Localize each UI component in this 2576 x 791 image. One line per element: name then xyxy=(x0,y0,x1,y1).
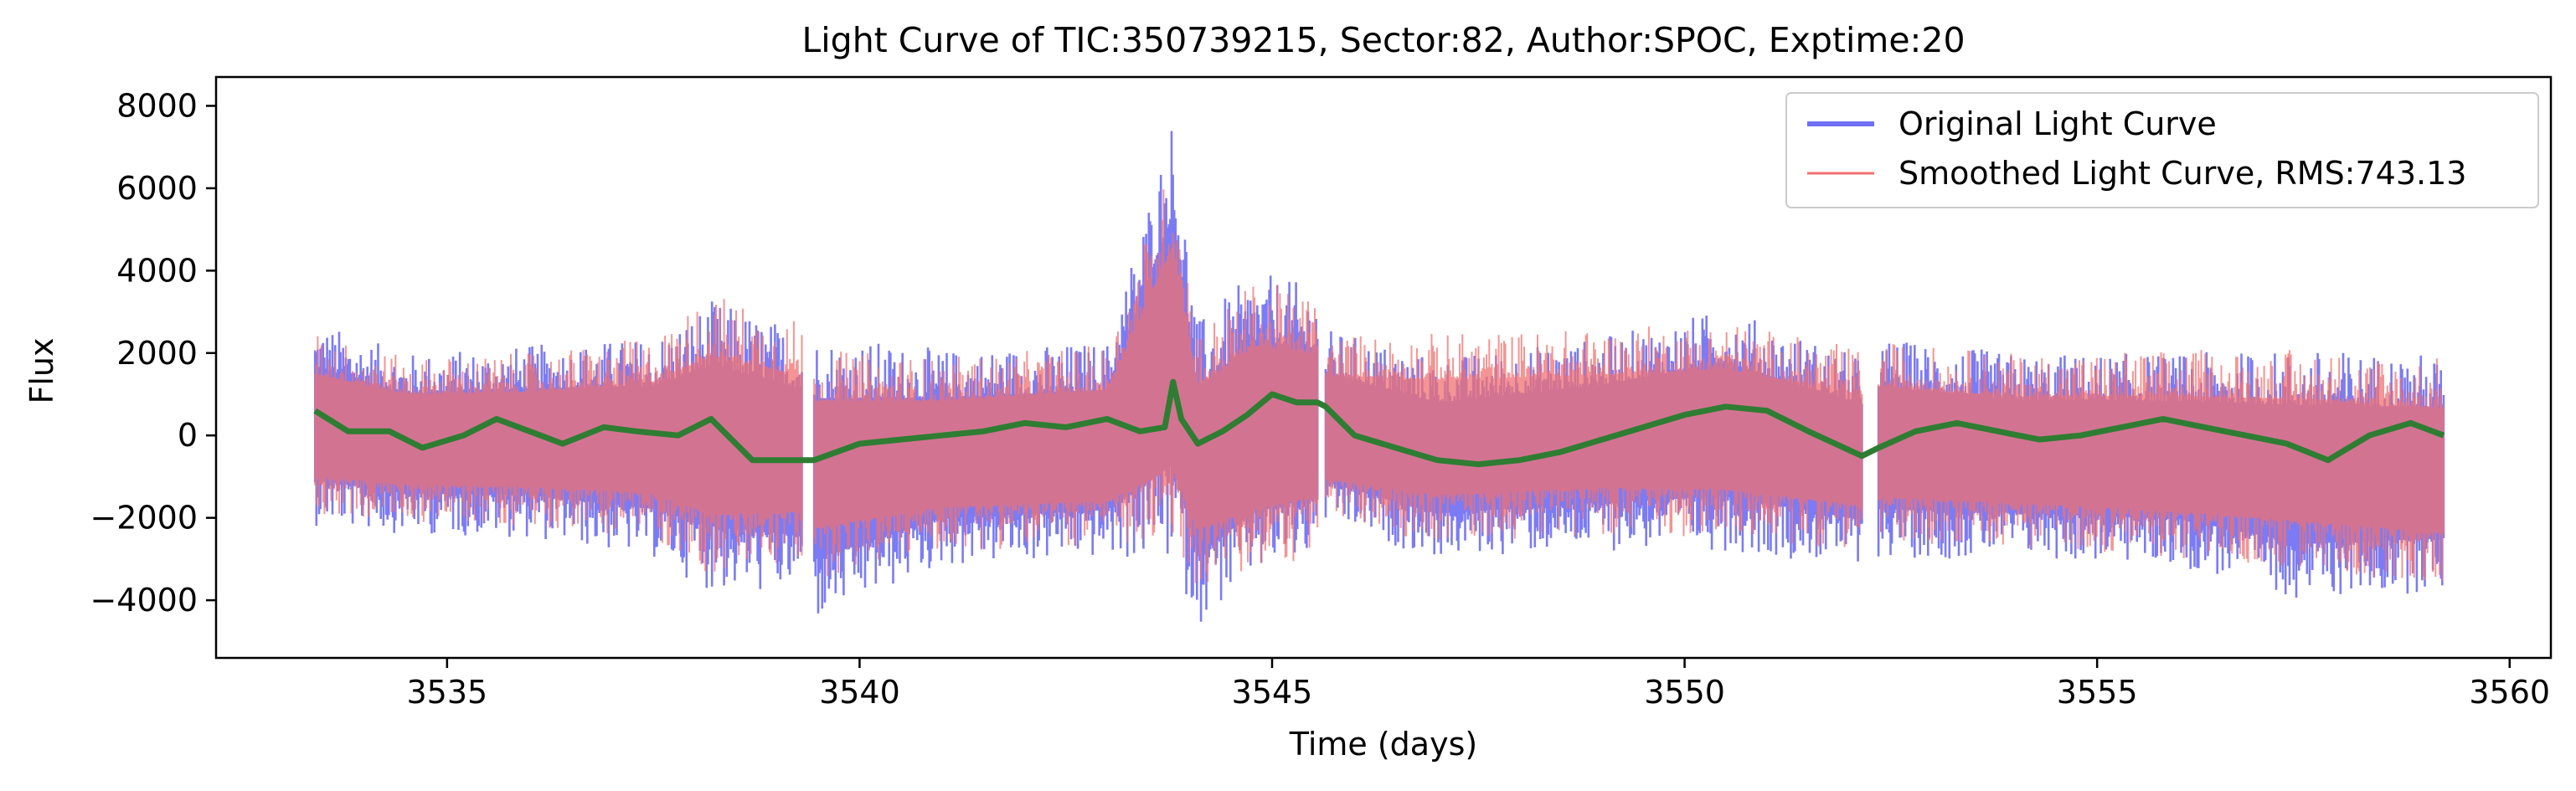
y-tick-label: 4000 xyxy=(116,252,198,289)
x-tick-label: 3550 xyxy=(1644,674,1725,711)
series-band-1-segment-0 xyxy=(314,299,803,572)
series-line-2 xyxy=(313,378,2445,468)
y-tick-label: 6000 xyxy=(116,170,198,207)
y-tick-label: 0 xyxy=(178,417,198,454)
legend-box xyxy=(1785,92,2539,208)
series-band-1-segment-2 xyxy=(1325,326,1863,547)
y-tick-label: −2000 xyxy=(90,500,198,537)
plot-frame xyxy=(214,75,2553,660)
y-axis-label: Flux xyxy=(23,338,60,404)
legend-label-original: Original Light Curve xyxy=(1899,105,2217,142)
x-axis-label: Time (days) xyxy=(1289,726,1477,763)
chart-title: Light Curve of TIC:350739215, Sector:82,… xyxy=(801,20,1965,60)
plot-area xyxy=(313,131,2445,622)
x-tick-label: 3560 xyxy=(2469,674,2550,711)
x-tick-label: 3535 xyxy=(406,674,487,711)
y-tick-label: 2000 xyxy=(116,335,198,372)
y-tick-label: 8000 xyxy=(116,87,198,124)
series-band-1 xyxy=(314,189,2445,583)
x-tick-label: 3555 xyxy=(2057,674,2138,711)
x-tick-label: 3545 xyxy=(1232,674,1313,711)
axis-ticks: 3535 3540 3545 3550 3555 3560 −4000 −2000 0 2000 4… xyxy=(90,87,2550,711)
y-tick-label: −4000 xyxy=(90,582,198,619)
legend-label-smoothed: Smoothed Light Curve, RMS:743.13 xyxy=(1899,155,2466,192)
legend: Original Light Curve Smoothed Light Curv… xyxy=(1785,92,2539,208)
x-tick-label: 3540 xyxy=(819,674,900,711)
